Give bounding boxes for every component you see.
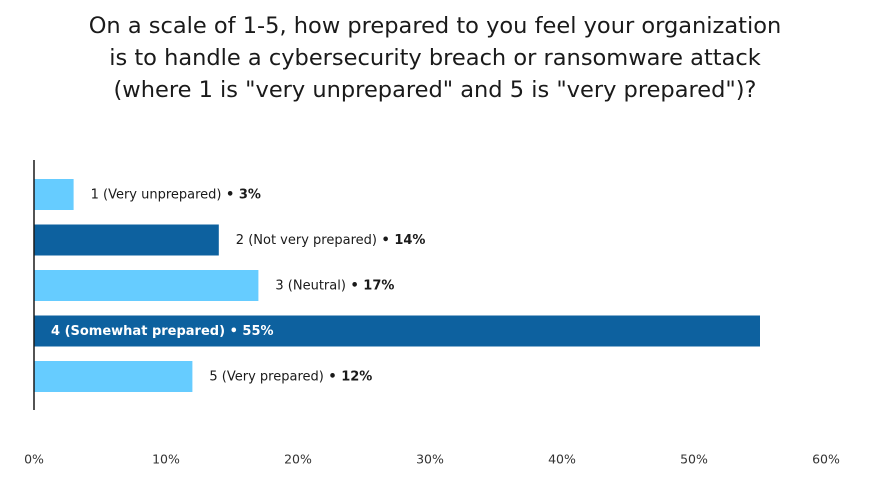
x-tick-label-0: 0%	[24, 452, 44, 467]
x-tick-label-50: 50%	[680, 452, 708, 467]
x-tick-label-60: 60%	[812, 452, 840, 467]
bar-category-2: 2 (Not very prepared)	[236, 233, 377, 248]
bar-label-1: 1 (Very unprepared) • 3%	[91, 187, 261, 202]
bar-separator-5: •	[324, 369, 341, 384]
chart-title: On a scale of 1-5, how prepared to you f…	[0, 10, 870, 106]
bar-category-1: 1 (Very unprepared)	[91, 187, 222, 202]
bar-value-label-3: 17%	[363, 278, 394, 293]
bar-5	[34, 361, 193, 392]
bar-1	[34, 179, 74, 210]
bar-3	[34, 270, 259, 301]
bar-label-3: 3 (Neutral) • 17%	[275, 278, 394, 293]
bar-value-label-5: 12%	[341, 369, 372, 384]
bar-value-label-4: 55%	[242, 324, 273, 339]
bar-2	[34, 224, 219, 256]
bar-label-2: 2 (Not very prepared) • 14%	[236, 233, 426, 248]
bar-label-4: 4 (Somewhat prepared) • 55%	[51, 324, 274, 339]
x-tick-label-40: 40%	[548, 452, 576, 467]
x-tick-label-30: 30%	[416, 452, 444, 467]
bar-category-4: 4 (Somewhat prepared)	[51, 324, 225, 339]
chart-title-line-1: On a scale of 1-5, how prepared to you f…	[88, 13, 782, 39]
bar-separator-4: •	[225, 324, 242, 339]
bar-separator-3: •	[346, 278, 363, 293]
bar-separator-2: •	[377, 233, 394, 248]
bar-category-5: 5 (Very prepared)	[209, 369, 323, 384]
chart-title-line-2: is to handle a cybersecurity breach or r…	[109, 45, 761, 71]
bar-4	[34, 315, 760, 347]
x-tick-label-10: 10%	[152, 452, 180, 467]
bar-value-label-2: 14%	[394, 233, 425, 248]
x-tick-label-20: 20%	[284, 452, 312, 467]
bar-category-3: 3 (Neutral)	[275, 278, 346, 293]
bar-value-label-1: 3%	[239, 187, 261, 202]
bar-separator-1: •	[222, 187, 239, 202]
bar-label-5: 5 (Very prepared) • 12%	[209, 369, 372, 384]
chart-title-line-3: (where 1 is "very unprepared" and 5 is "…	[113, 77, 757, 103]
